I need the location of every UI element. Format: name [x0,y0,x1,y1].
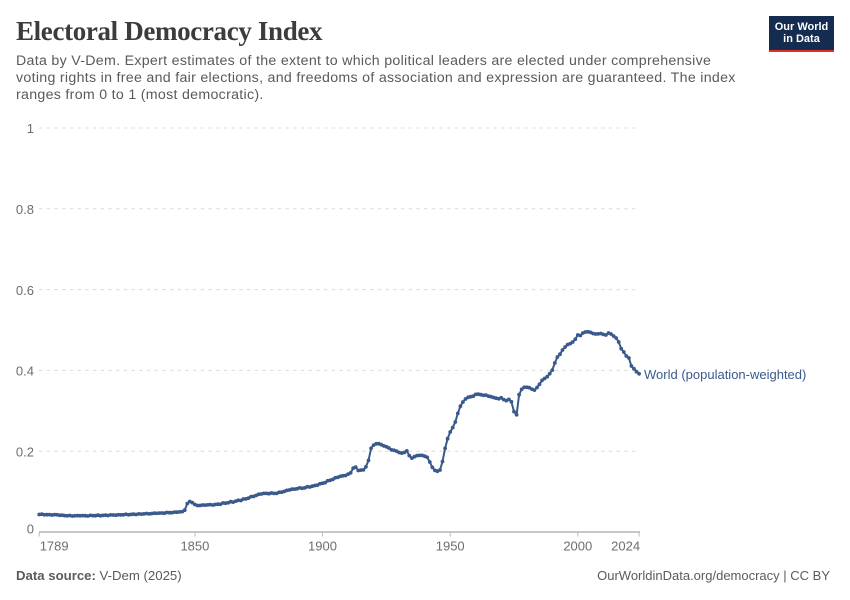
svg-text:0.8: 0.8 [16,202,34,217]
svg-text:0: 0 [27,522,34,537]
svg-text:1789: 1789 [40,539,69,554]
svg-text:0.6: 0.6 [16,283,34,298]
svg-text:2000: 2000 [563,539,592,554]
svg-text:1950: 1950 [436,539,465,554]
svg-text:0.2: 0.2 [16,444,34,459]
svg-text:2024: 2024 [611,539,640,554]
svg-text:0.4: 0.4 [16,364,34,379]
svg-text:1850: 1850 [180,539,209,554]
svg-text:1900: 1900 [308,539,337,554]
svg-text:1: 1 [27,121,34,136]
